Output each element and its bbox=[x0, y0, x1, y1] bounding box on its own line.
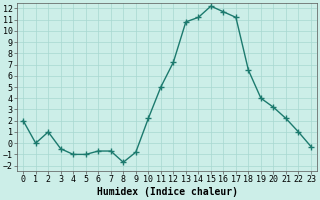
X-axis label: Humidex (Indice chaleur): Humidex (Indice chaleur) bbox=[97, 187, 237, 197]
